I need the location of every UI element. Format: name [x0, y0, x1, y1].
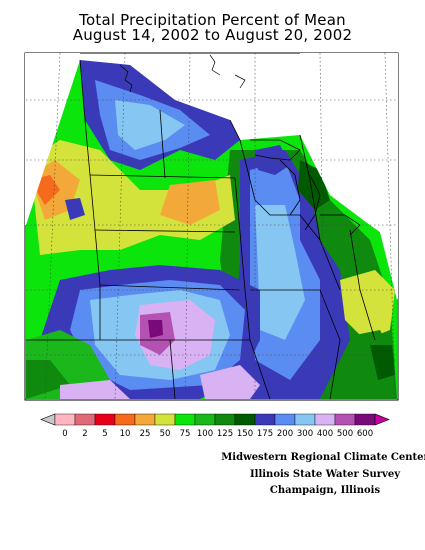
political-boundaries: [26, 59, 376, 400]
legend-tick-label: 5: [102, 429, 107, 439]
legend-tick-label: 100: [197, 429, 213, 439]
legend-swatch: [254, 413, 276, 426]
legend-tick-label: 125: [217, 429, 233, 439]
legend-tick-label: 25: [140, 429, 151, 439]
legend-swatch: [94, 413, 116, 426]
precipitation-field: [26, 60, 397, 399]
legend-swatch: [314, 413, 336, 426]
outside-domain-west: [25, 53, 80, 225]
legend-swatch: [334, 413, 356, 426]
legend-swatch: [114, 413, 136, 426]
legend-swatch: [154, 413, 176, 426]
legend-tick-label: 300: [297, 429, 313, 439]
legend-swatch: [54, 413, 76, 426]
credit-location: Champaign, Illinois: [269, 485, 381, 496]
legend-swatch: [134, 413, 156, 426]
legend-under-arrow: [40, 413, 56, 426]
map-title: Total Precipitation Percent of Mean: [79, 11, 346, 29]
legend-tick-label: 75: [180, 429, 191, 439]
map-date-range: August 14, 2002 to August 20, 2002: [72, 26, 353, 44]
legend-tick-label: 150: [237, 429, 253, 439]
legend-tick-label: 600: [357, 429, 373, 439]
legend-swatch: [194, 413, 216, 426]
legend-swatch: [354, 413, 376, 426]
legend-tick-label: 175: [257, 429, 273, 439]
credit-organization: Midwestern Regional Climate Center: [221, 452, 425, 463]
credit-survey: Illinois State Water Survey: [249, 469, 401, 480]
legend-over-arrow: [374, 413, 390, 426]
legend-tick-label: 2: [82, 429, 87, 439]
legend-tick-label: 200: [277, 429, 293, 439]
latlon-grid: [26, 52, 398, 401]
legend-swatch: [274, 413, 296, 426]
legend-swatch: [174, 413, 196, 426]
legend-tick-label: 10: [120, 429, 131, 439]
legend-swatch: [294, 413, 316, 426]
legend-tick-label: 500: [337, 429, 353, 439]
great-lakes: [250, 139, 361, 236]
northern-coastline: [119, 54, 246, 93]
legend-swatch: [234, 413, 256, 426]
legend-tick-label: 0: [62, 429, 67, 439]
legend-tick-label: 400: [317, 429, 333, 439]
legend-tick-label: 50: [160, 429, 171, 439]
legend-swatch: [74, 413, 96, 426]
outside-domain-northeast: [300, 53, 398, 300]
legend-swatch: [214, 413, 236, 426]
